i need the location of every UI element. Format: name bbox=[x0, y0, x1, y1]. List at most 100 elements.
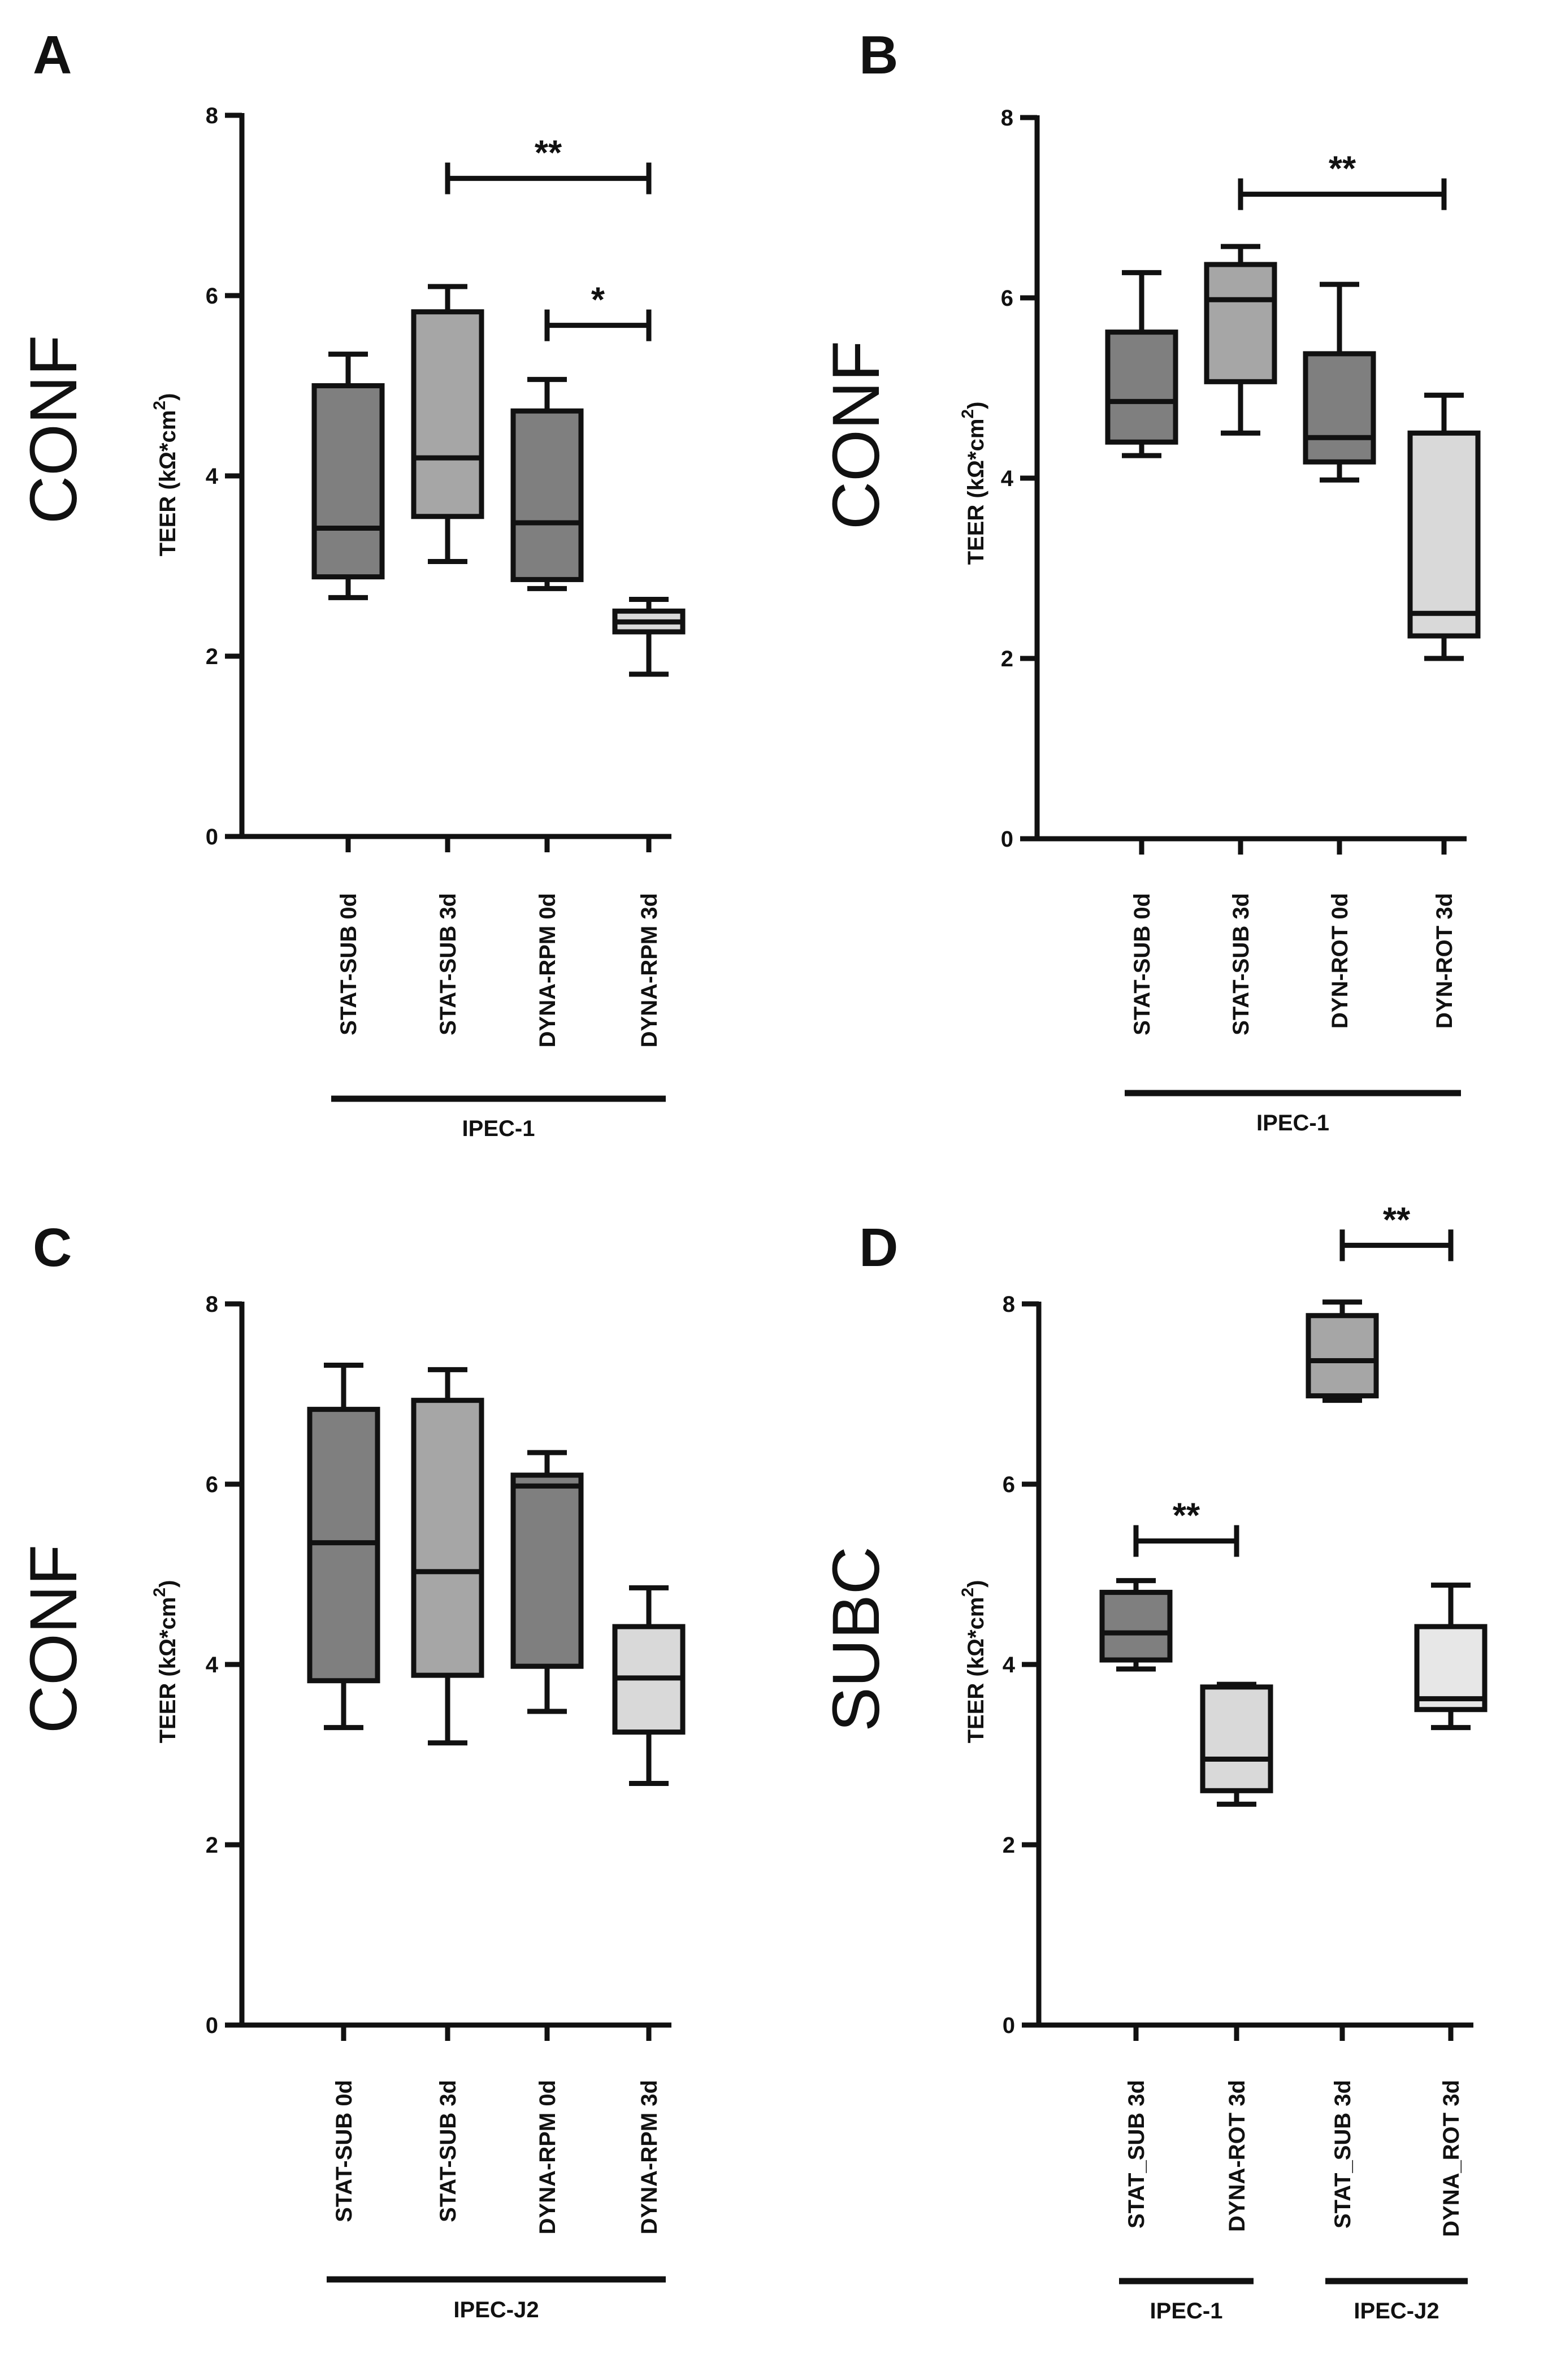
box-iqr bbox=[1414, 1624, 1488, 1713]
x-tick-label: DYNA-RPM 3d bbox=[637, 2080, 662, 2234]
box-4 bbox=[612, 1585, 686, 1787]
significance-label: ** bbox=[1383, 1200, 1411, 1239]
y-axis-label-superscript: 2 bbox=[150, 401, 169, 410]
y-tick-label: 4 bbox=[1003, 1653, 1016, 1677]
box-iqr bbox=[1105, 330, 1178, 445]
y-tick-label: 6 bbox=[206, 284, 218, 309]
panel-letter: C bbox=[33, 1217, 72, 1278]
x-tick-label: STAT-SUB 0d bbox=[336, 893, 361, 1035]
y-axis-label-text: TEER (kΩ*cm bbox=[155, 1597, 180, 1744]
y-tick-label: 8 bbox=[1001, 106, 1013, 131]
y-axis-label-text: TEER (kΩ*cm bbox=[964, 419, 988, 565]
y-axis-label-superscript: 2 bbox=[150, 1588, 169, 1597]
x-tick-label: STAT_SUB 3d bbox=[1124, 2080, 1149, 2229]
box-iqr bbox=[510, 1472, 584, 1669]
x-tick-label: STAT-SUB 0d bbox=[1130, 893, 1155, 1035]
x-tick-label: STAT_SUB 3d bbox=[1330, 2080, 1355, 2229]
y-tick-label: 2 bbox=[1003, 1833, 1015, 1858]
x-tick-label: STAT-SUB 0d bbox=[332, 2080, 357, 2222]
significance-label: ** bbox=[535, 134, 562, 173]
y-axis-label-text: TEER (kΩ*cm bbox=[155, 410, 180, 557]
x-tick-label: DYNA-RPM 0d bbox=[535, 893, 560, 1047]
box-1 bbox=[1099, 1578, 1173, 1672]
x-tick-label: DYNA_ROT 3d bbox=[1439, 2080, 1464, 2237]
significance-label: ** bbox=[1173, 1496, 1200, 1535]
box-iqr bbox=[1303, 351, 1376, 465]
y-axis-label-text: TEER (kΩ*cm bbox=[964, 1597, 988, 1744]
group-label: IPEC-1 bbox=[1150, 2299, 1223, 2323]
box-1 bbox=[307, 1362, 380, 1731]
box-iqr bbox=[1407, 430, 1481, 639]
box-1 bbox=[311, 352, 385, 600]
panel-letter: A bbox=[33, 25, 72, 85]
group-label: IPEC-1 bbox=[462, 1116, 535, 1141]
y-tick-label: 8 bbox=[206, 1292, 218, 1317]
y-tick-label: 2 bbox=[206, 1833, 218, 1858]
y-tick-label: 6 bbox=[206, 1472, 218, 1497]
significance-bracket: ** bbox=[1339, 1200, 1454, 1261]
row-label: CONF bbox=[16, 1545, 91, 1733]
y-tick-label: 4 bbox=[1001, 466, 1014, 491]
y-tick-label: 4 bbox=[206, 464, 219, 489]
box-iqr bbox=[510, 408, 584, 582]
box-3 bbox=[510, 376, 584, 591]
box-iqr bbox=[1200, 1684, 1273, 1793]
x-tick-label: STAT-SUB 3d bbox=[1229, 893, 1254, 1035]
box-iqr bbox=[411, 1398, 484, 1678]
box-1 bbox=[1105, 270, 1178, 458]
y-tick-label: 0 bbox=[206, 2013, 218, 2038]
row-label: CONF bbox=[819, 341, 894, 530]
y-tick-label: 2 bbox=[1001, 647, 1013, 671]
group-label: IPEC-J2 bbox=[453, 2297, 539, 2322]
box-iqr bbox=[1204, 262, 1277, 384]
y-tick-label: 4 bbox=[206, 1653, 219, 1677]
box-4 bbox=[1407, 392, 1481, 661]
group-label: IPEC-1 bbox=[1256, 1111, 1329, 1135]
box-4 bbox=[1414, 1583, 1488, 1731]
x-tick-label: STAT-SUB 3d bbox=[436, 893, 461, 1035]
significance-bracket: ** bbox=[1238, 150, 1447, 210]
y-axis-label-superscript: 2 bbox=[959, 409, 977, 419]
box-4 bbox=[612, 597, 686, 677]
group-label: IPEC-J2 bbox=[1354, 2299, 1439, 2323]
y-axis-label-superscript: 2 bbox=[959, 1588, 977, 1597]
box-3 bbox=[1306, 1299, 1379, 1403]
box-2 bbox=[1204, 244, 1277, 436]
y-tick-label: 6 bbox=[1001, 286, 1013, 311]
x-tick-label: DYN-ROT 0d bbox=[1328, 893, 1352, 1029]
y-axis-label: TEER (kΩ*cm2) bbox=[959, 1580, 988, 1744]
x-tick-label: DYNA-ROT 3d bbox=[1225, 2080, 1250, 2232]
box-2 bbox=[411, 1367, 484, 1746]
y-axis-label-close: ) bbox=[964, 402, 988, 409]
y-tick-label: 0 bbox=[1001, 827, 1013, 852]
y-axis-label: TEER (kΩ*cm2) bbox=[959, 402, 988, 565]
box-3 bbox=[510, 1450, 584, 1714]
box-2 bbox=[411, 284, 484, 565]
panel-letter: D bbox=[859, 1217, 898, 1278]
y-tick-label: 2 bbox=[206, 644, 218, 669]
row-label: CONF bbox=[16, 335, 91, 524]
y-tick-label: 8 bbox=[206, 103, 218, 128]
row-label: SUBC bbox=[819, 1546, 894, 1732]
y-axis-label-close: ) bbox=[155, 1580, 180, 1588]
box-iqr bbox=[411, 309, 484, 519]
y-tick-label: 0 bbox=[1003, 2013, 1015, 2038]
box-iqr bbox=[1099, 1589, 1173, 1663]
panel-letter: B bbox=[859, 25, 898, 85]
significance-bracket: * bbox=[544, 281, 652, 341]
y-axis-label-close: ) bbox=[155, 393, 180, 401]
y-tick-label: 0 bbox=[206, 825, 218, 849]
x-tick-label: STAT-SUB 3d bbox=[436, 2080, 461, 2222]
x-tick-label: DYNA-RPM 0d bbox=[535, 2080, 560, 2234]
significance-bracket: ** bbox=[1133, 1496, 1239, 1557]
box-iqr bbox=[1306, 1313, 1379, 1399]
significance-bracket: ** bbox=[445, 134, 652, 194]
x-tick-label: DYNA-RPM 3d bbox=[637, 893, 662, 1047]
y-tick-label: 6 bbox=[1003, 1472, 1015, 1497]
significance-label: ** bbox=[1329, 150, 1356, 189]
